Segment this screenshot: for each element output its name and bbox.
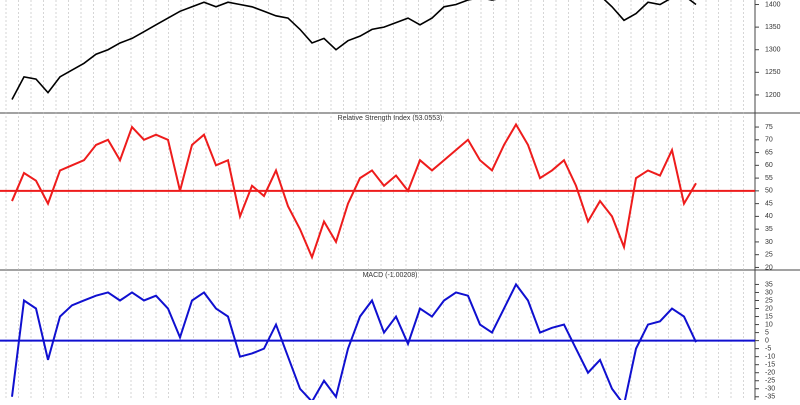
y-tick-label: 30 [765, 289, 773, 296]
y-tick-label: 65 [765, 149, 773, 156]
y-tick-label: 20 [765, 264, 773, 271]
y-tick-label: 1200 [765, 92, 781, 99]
y-tick-label: -35 [765, 394, 775, 400]
y-tick-label: 5 [765, 329, 769, 336]
panel-title: MACD (-1.00208) [363, 272, 418, 279]
panel-title: Relative Strength Index (53.0553) [338, 115, 443, 122]
y-tick-label: 1250 [765, 69, 781, 76]
series-line [11, 0, 697, 100]
y-tick-label: 40 [765, 213, 773, 220]
y-tick-label: 20 [765, 305, 773, 312]
y-tick-label: 50 [765, 188, 773, 195]
y-tick-label: 60 [765, 162, 773, 169]
y-tick-label: 25 [765, 297, 773, 304]
y-tick-label: 15 [765, 313, 773, 320]
y-tick-label: 25 [765, 252, 773, 259]
series-line [11, 282, 697, 400]
y-tick-label: -15 [765, 362, 775, 369]
y-tick-label: 45 [765, 200, 773, 207]
series-line [11, 122, 697, 261]
y-tick-label: 1300 [765, 47, 781, 54]
y-tick-label: -20 [765, 370, 775, 377]
y-tick-label: 0 [765, 337, 769, 344]
y-tick-label: 30 [765, 239, 773, 246]
y-tick-label: -25 [765, 378, 775, 385]
y-tick-label: 55 [765, 175, 773, 182]
y-tick-label: 35 [765, 226, 773, 233]
y-tick-label: -10 [765, 354, 775, 361]
y-tick-label: 35 [765, 281, 773, 288]
y-tick-label: -5 [765, 345, 771, 352]
y-tick-label: 10 [765, 321, 773, 328]
y-tick-label: 75 [765, 124, 773, 131]
y-tick-label: -30 [765, 386, 775, 393]
y-tick-label: 1350 [765, 24, 781, 31]
y-tick-label: 1400 [765, 1, 781, 8]
y-tick-label: 70 [765, 137, 773, 144]
